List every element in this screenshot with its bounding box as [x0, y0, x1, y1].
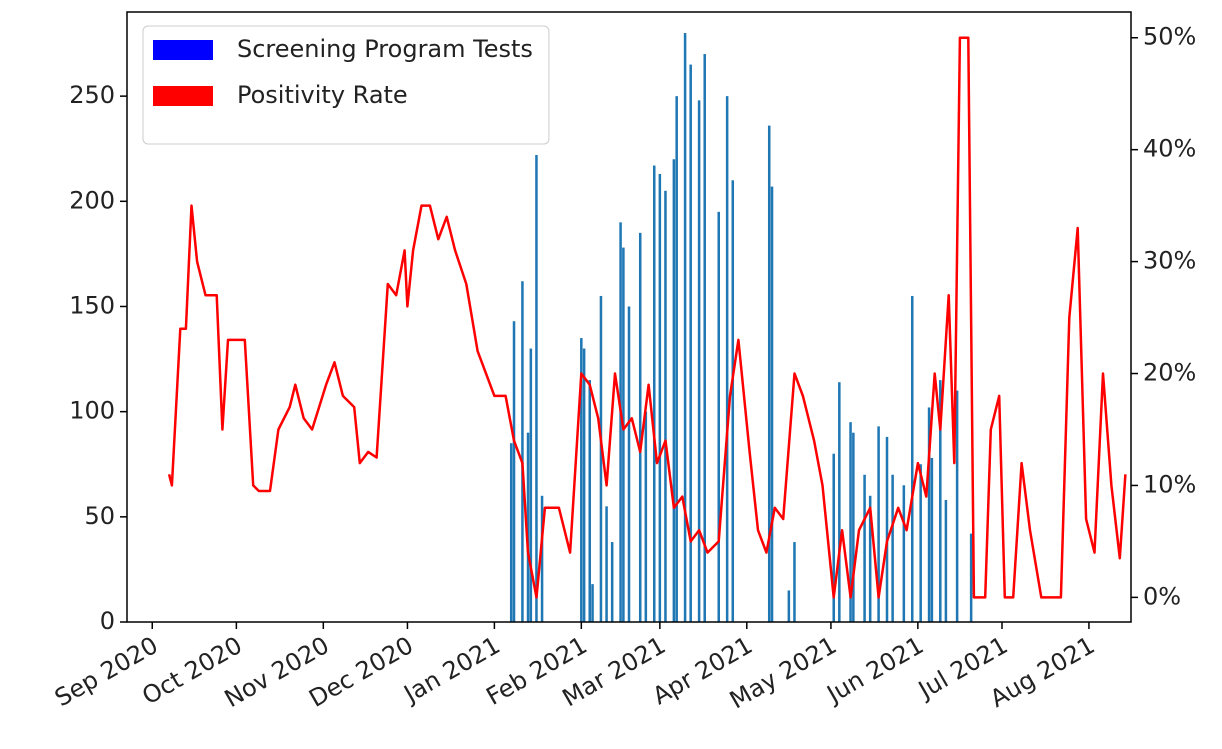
- bar: [610, 542, 614, 622]
- bar: [526, 432, 530, 622]
- bar: [540, 495, 544, 622]
- bar: [521, 281, 524, 622]
- bar: [787, 590, 791, 622]
- bar: [509, 443, 513, 622]
- y2-tick-label: 10%: [1143, 470, 1196, 498]
- bar: [652, 165, 656, 622]
- legend-label: Screening Program Tests: [237, 35, 533, 63]
- x-tick-label: Jun 2021: [821, 631, 929, 709]
- bar: [717, 211, 721, 623]
- bar: [599, 295, 603, 622]
- bar: [588, 380, 591, 622]
- legend-label: Positivity Rate: [237, 81, 408, 109]
- bar: [885, 436, 889, 622]
- bar: [638, 232, 642, 623]
- bar: [849, 422, 852, 622]
- y-tick-label: 250: [69, 81, 115, 109]
- plot-frame: [126, 11, 1132, 623]
- bar: [591, 584, 594, 622]
- bar: [852, 432, 855, 622]
- bar: [891, 474, 894, 622]
- bar: [863, 474, 866, 622]
- bar: [619, 222, 622, 622]
- bar: [697, 100, 701, 622]
- bar: [689, 64, 692, 623]
- y-tick-label: 100: [69, 397, 115, 425]
- bar: [644, 411, 648, 622]
- bar: [529, 348, 533, 622]
- bar: [512, 321, 516, 622]
- bar: [622, 247, 625, 622]
- bar: [770, 186, 774, 622]
- line: [167, 36, 1127, 599]
- bar: [582, 348, 586, 622]
- bar: [675, 96, 678, 622]
- bar: [868, 495, 872, 622]
- bar: [919, 464, 922, 622]
- bar: [927, 407, 931, 622]
- bar: [664, 190, 667, 623]
- y2-tick-label: 20%: [1143, 359, 1196, 387]
- y-tick-label: 0: [100, 607, 115, 635]
- legend: [142, 25, 550, 145]
- y-tick-label: 200: [69, 186, 115, 214]
- bar: [672, 159, 676, 622]
- bar: [703, 54, 706, 622]
- bar: [939, 380, 942, 622]
- bar: [944, 500, 948, 622]
- bar: [955, 390, 959, 622]
- bar: [658, 173, 662, 622]
- bar: [683, 33, 687, 622]
- bar: [877, 426, 880, 622]
- bar: [838, 382, 841, 622]
- bar: [832, 453, 835, 622]
- bar: [902, 485, 906, 622]
- legend-swatch: [153, 86, 213, 106]
- bar: [969, 533, 973, 622]
- y-tick-label: 50: [84, 502, 115, 530]
- y2-tick-label: 30%: [1143, 247, 1196, 275]
- bar: [793, 542, 796, 622]
- bar: [535, 155, 538, 622]
- bar: [930, 457, 934, 622]
- bar: [605, 506, 608, 622]
- y-tick-label: 150: [69, 291, 115, 319]
- bar: [725, 96, 729, 622]
- y2-tick-label: 0%: [1143, 582, 1181, 610]
- bar: [910, 295, 914, 622]
- legend-swatch: [153, 40, 213, 60]
- y2-tick-label: 40%: [1143, 135, 1196, 163]
- bar: [580, 338, 583, 622]
- bar: [731, 180, 735, 622]
- bar: [627, 306, 631, 622]
- bar: [767, 125, 771, 622]
- y2-tick-label: 50%: [1143, 23, 1196, 51]
